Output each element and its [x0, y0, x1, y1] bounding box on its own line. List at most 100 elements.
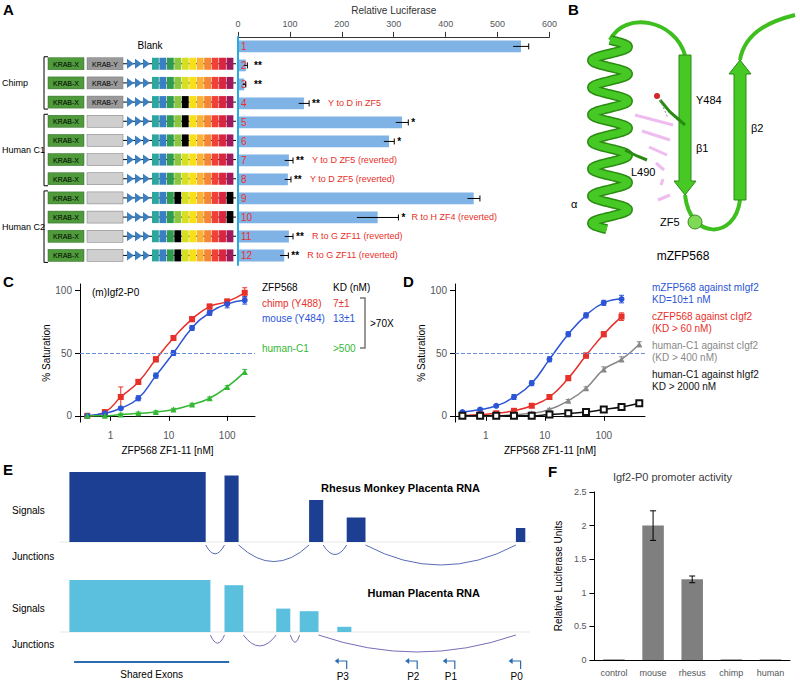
svg-text:KRAB-Y: KRAB-Y [92, 99, 118, 106]
svg-text:P3: P3 [337, 671, 350, 682]
svg-text:ZF5: ZF5 [660, 216, 680, 228]
svg-text:P2: P2 [407, 671, 420, 682]
svg-text:6: 6 [241, 136, 247, 147]
svg-text:Signals: Signals [12, 603, 45, 614]
svg-text:Rhesus Monkey Placenta RNA: Rhesus Monkey Placenta RNA [321, 482, 480, 494]
svg-text:**: ** [296, 155, 304, 166]
svg-text:1: 1 [581, 588, 586, 598]
svg-text:50: 50 [436, 348, 448, 359]
svg-text:chimp: chimp [719, 668, 743, 678]
svg-text:Chimp: Chimp [2, 78, 28, 88]
svg-text:0: 0 [441, 410, 447, 421]
svg-text:11: 11 [241, 231, 252, 242]
svg-text:Junctions: Junctions [12, 551, 54, 562]
svg-text:500: 500 [490, 19, 505, 29]
svg-text:10: 10 [163, 430, 175, 441]
svg-text:Blank: Blank [137, 40, 163, 51]
svg-text:100: 100 [219, 430, 236, 441]
svg-text:*: * [411, 117, 415, 128]
svg-text:**: ** [254, 79, 262, 90]
svg-text:β2: β2 [751, 122, 763, 134]
svg-text:% Saturation: % Saturation [41, 324, 52, 381]
svg-text:600: 600 [542, 19, 557, 29]
svg-text:2: 2 [241, 60, 247, 71]
svg-text:P1: P1 [445, 671, 458, 682]
svg-text:9: 9 [241, 193, 247, 204]
svg-text:1: 1 [241, 41, 247, 52]
svg-text:7: 7 [241, 155, 247, 166]
svg-text:KRAB-X: KRAB-X [53, 233, 79, 240]
svg-text:Relative Luciferase: Relative Luciferase [351, 5, 436, 16]
svg-text:KRAB-Y: KRAB-Y [92, 80, 118, 87]
svg-text:*: * [401, 212, 405, 223]
svg-text:100: 100 [55, 285, 72, 296]
svg-text:1: 1 [108, 430, 114, 441]
svg-text:Shared Exons: Shared Exons [120, 669, 183, 680]
svg-text:ZFP568 ZF1-11 [nM]: ZFP568 ZF1-11 [nM] [504, 445, 596, 456]
svg-text:3: 3 [241, 79, 247, 90]
svg-text:R to H ZF4 (reverted): R to H ZF4 (reverted) [411, 212, 497, 222]
svg-text:Y to D ZF5 (reverted): Y to D ZF5 (reverted) [310, 174, 395, 184]
svg-text:400: 400 [438, 19, 453, 29]
svg-text:100: 100 [430, 285, 447, 296]
svg-text:Signals: Signals [12, 505, 45, 516]
svg-text:4: 4 [241, 98, 247, 109]
svg-text:KRAB-X: KRAB-X [53, 252, 79, 259]
svg-text:R to G ZF11 (reverted): R to G ZF11 (reverted) [312, 231, 402, 241]
svg-text:Human C1: Human C1 [2, 145, 45, 155]
svg-text:KRAB-X: KRAB-X [53, 61, 79, 68]
svg-text:α: α [571, 198, 578, 210]
svg-text:0: 0 [581, 655, 586, 665]
svg-text:KRAB-X: KRAB-X [53, 137, 79, 144]
svg-text:Human Placenta RNA: Human Placenta RNA [368, 587, 481, 599]
svg-text:KRAB-X: KRAB-X [53, 99, 79, 106]
svg-text:Y to D in ZF5: Y to D in ZF5 [328, 98, 381, 108]
svg-text:rhesus: rhesus [679, 668, 707, 678]
svg-text:mouse: mouse [640, 668, 667, 678]
svg-text:P0: P0 [511, 671, 524, 682]
svg-text:2.5: 2.5 [574, 487, 587, 497]
svg-text:1: 1 [483, 430, 489, 441]
svg-text:**: ** [254, 60, 262, 71]
svg-text:10: 10 [539, 430, 551, 441]
svg-text:100: 100 [595, 430, 612, 441]
svg-text:L490: L490 [631, 166, 655, 178]
svg-text:KRAB-X: KRAB-X [53, 214, 79, 221]
svg-text:KRAB-X: KRAB-X [53, 157, 79, 164]
svg-text:Y to D ZF5 (reverted): Y to D ZF5 (reverted) [312, 155, 397, 165]
svg-text:**: ** [291, 250, 299, 261]
svg-text:mZFP568: mZFP568 [657, 249, 710, 263]
svg-text:% Saturation: % Saturation [416, 324, 427, 381]
svg-text:0: 0 [235, 19, 240, 29]
svg-text:KRAB-X: KRAB-X [53, 80, 79, 87]
svg-text:0: 0 [66, 410, 72, 421]
svg-text:human: human [757, 668, 785, 678]
svg-text:Y484: Y484 [696, 94, 722, 106]
svg-text:KRAB-X: KRAB-X [53, 118, 79, 125]
svg-text:KRAB-X: KRAB-X [53, 176, 79, 183]
svg-text:**: ** [296, 231, 304, 242]
svg-text:**: ** [312, 98, 320, 109]
svg-text:R to G ZF11 (reverted): R to G ZF11 (reverted) [307, 250, 397, 260]
svg-text:50: 50 [61, 348, 73, 359]
svg-text:1.5: 1.5 [574, 554, 587, 564]
svg-text:10: 10 [241, 212, 253, 223]
svg-text:2: 2 [581, 521, 586, 531]
svg-text:300: 300 [386, 19, 401, 29]
svg-text:β1: β1 [696, 142, 708, 154]
svg-text:control: control [600, 668, 627, 678]
svg-text:KRAB-Y: KRAB-Y [92, 61, 118, 68]
svg-text:12: 12 [241, 250, 253, 261]
svg-text:KRAB-X: KRAB-X [53, 195, 79, 202]
svg-text:*: * [397, 136, 401, 147]
svg-text:200: 200 [334, 19, 349, 29]
svg-text:Human C2: Human C2 [2, 222, 45, 232]
svg-text:100: 100 [282, 19, 297, 29]
svg-text:0.5: 0.5 [574, 621, 587, 631]
svg-text:Junctions: Junctions [12, 639, 54, 650]
svg-text:Relative Luciferase Units: Relative Luciferase Units [553, 521, 564, 632]
svg-text:5: 5 [241, 117, 247, 128]
svg-text:Igf2-P0 promoter activity: Igf2-P0 promoter activity [613, 471, 733, 483]
svg-text:**: ** [294, 174, 302, 185]
svg-text:ZFP568 ZF1-11 [nM]: ZFP568 ZF1-11 [nM] [121, 445, 213, 456]
